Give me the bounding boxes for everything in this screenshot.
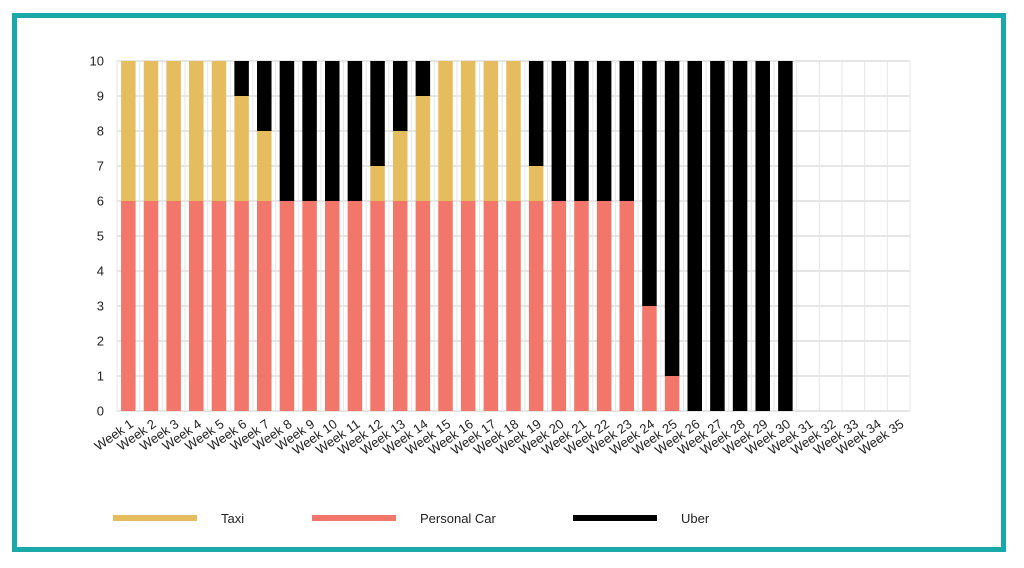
bar-taxi-week-5 [211,61,227,201]
bar-uber-week-28 [732,61,748,411]
bar-taxi-week-3 [166,61,181,201]
y-tick-label: 10 [90,54,104,69]
bar-personal-car-week-18 [506,201,521,411]
bar-uber-week-26 [687,61,703,411]
bar-uber-week-30 [778,61,793,411]
y-tick-label: 9 [97,89,104,104]
bar-personal-car-week-4 [189,201,204,411]
bar-personal-car-week-14 [415,201,431,411]
bar-taxi-week-16 [460,61,476,201]
bar-uber-week-29 [755,61,770,411]
y-tick-label: 6 [97,194,104,209]
bar-taxi-week-18 [506,61,521,201]
bar-personal-car-week-8 [279,201,295,411]
bar-uber-week-22 [596,61,612,201]
bar-uber-week-8 [279,61,295,201]
bar-taxi-week-6 [234,96,249,201]
bar-uber-week-25 [664,61,680,376]
bar-taxi-week-14 [415,96,431,201]
bar-taxi-week-2 [143,61,159,201]
bar-personal-car-week-16 [460,201,476,411]
legend-label-uber: Uber [681,511,710,526]
bar-personal-car-week-9 [302,201,317,411]
y-tick-label: 4 [97,264,104,279]
bar-personal-car-week-10 [324,201,340,411]
bar-uber-week-13 [392,61,408,131]
bar-personal-car-week-15 [438,201,453,411]
y-tick-label: 1 [97,369,104,384]
bar-personal-car-week-2 [143,201,159,411]
y-tick-label: 3 [97,299,104,314]
bar-uber-week-12 [370,61,385,166]
bar-personal-car-week-22 [596,201,612,411]
bar-personal-car-week-1 [121,201,136,411]
bar-personal-car-week-7 [257,201,272,411]
y-tick-label: 5 [97,229,104,244]
bar-personal-car-week-3 [166,201,181,411]
bar-uber-week-27 [710,61,725,411]
bar-personal-car-week-19 [528,201,544,411]
bar-personal-car-week-5 [211,201,227,411]
bar-personal-car-week-21 [574,201,589,411]
bar-personal-car-week-11 [347,201,363,411]
bar-personal-car-week-6 [234,201,249,411]
bar-taxi-week-15 [438,61,453,201]
bar-taxi-week-7 [257,131,272,201]
y-tick-label: 0 [97,404,104,419]
bar-personal-car-week-23 [619,201,635,411]
bar-uber-week-19 [528,61,544,166]
bar-personal-car-week-24 [642,306,657,411]
bar-taxi-week-19 [528,166,544,201]
bar-taxi-week-17 [483,61,499,201]
legend-swatch-uber [573,515,657,521]
y-tick-label: 7 [97,159,104,174]
bar-uber-week-24 [642,61,657,306]
bar-uber-week-20 [551,61,567,201]
bar-personal-car-week-25 [664,376,680,411]
bar-personal-car-week-13 [392,201,408,411]
bar-uber-week-7 [257,61,272,131]
bar-uber-week-6 [234,61,249,96]
bar-personal-car-week-20 [551,201,567,411]
legend-swatch-personal-car [312,515,396,521]
bar-taxi-week-12 [370,166,385,201]
y-tick-label: 2 [97,334,104,349]
legend-label-taxi: Taxi [221,511,244,526]
bar-uber-week-14 [415,61,431,96]
bar-uber-week-9 [302,61,317,201]
legend-swatch-taxi [113,515,197,521]
legend: Taxi Personal Car Uber [113,511,710,526]
bar-personal-car-week-17 [483,201,499,411]
legend-label-personal-car: Personal Car [420,511,497,526]
bar-uber-week-23 [619,61,635,201]
bar-uber-week-11 [347,61,363,201]
y-tick-label: 8 [97,124,104,139]
y-axis-ticks: 0 1 2 3 4 5 6 7 8 9 10 [90,54,104,419]
bar-taxi-week-4 [189,61,204,201]
bar-uber-week-10 [324,61,340,201]
bars [121,61,793,411]
bar-uber-week-21 [574,61,589,201]
bar-taxi-week-13 [392,131,408,201]
bar-taxi-week-1 [121,61,136,201]
bar-personal-car-week-12 [370,201,385,411]
